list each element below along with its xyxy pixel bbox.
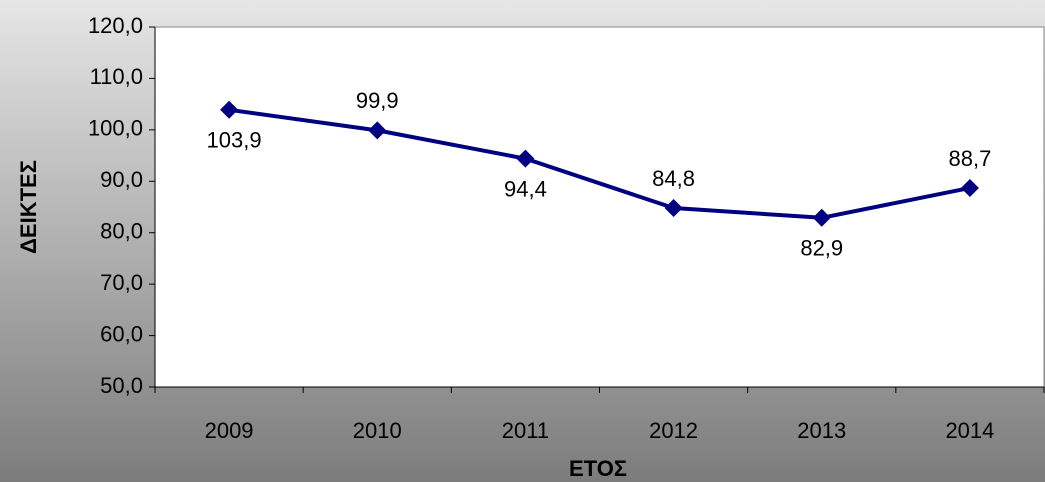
data-label: 84,8 — [652, 166, 695, 191]
data-label: 82,9 — [800, 236, 843, 261]
x-tick-label: 2010 — [353, 418, 402, 443]
marker — [664, 199, 683, 218]
y-tick-label: 80,0 — [100, 219, 143, 244]
y-tick-label: 110,0 — [90, 64, 143, 89]
data-label: 103,9 — [207, 128, 262, 153]
line — [228, 107, 971, 220]
plot-area — [154, 26, 1045, 388]
x-tick-label: 2011 — [502, 418, 549, 443]
y-axis-title: ΔΕΙΚΤΕΣ — [16, 160, 41, 254]
x-tick-label: 2013 — [797, 418, 846, 443]
marker — [812, 208, 831, 227]
x-axis-title: ΕΤΟΣ — [569, 456, 627, 481]
marker — [516, 149, 535, 168]
marker — [960, 178, 979, 197]
y-tick-label: 60,0 — [100, 321, 143, 346]
y-tick-label: 50,0 — [100, 373, 143, 398]
y-tick-label: 70,0 — [100, 270, 143, 295]
x-tick-label: 2009 — [205, 418, 254, 443]
y-tick-label: 90,0 — [100, 167, 143, 192]
data-label: 94,4 — [504, 176, 547, 201]
marker — [220, 100, 239, 119]
data-label: 88,7 — [949, 146, 992, 171]
y-tick-label: 100,0 — [88, 116, 143, 141]
marker — [368, 121, 387, 140]
x-tick-label: 2014 — [945, 418, 994, 443]
x-tick-label: 2012 — [649, 418, 698, 443]
data-label: 99,9 — [356, 88, 399, 113]
y-tick-label: 120,0 — [88, 13, 143, 38]
